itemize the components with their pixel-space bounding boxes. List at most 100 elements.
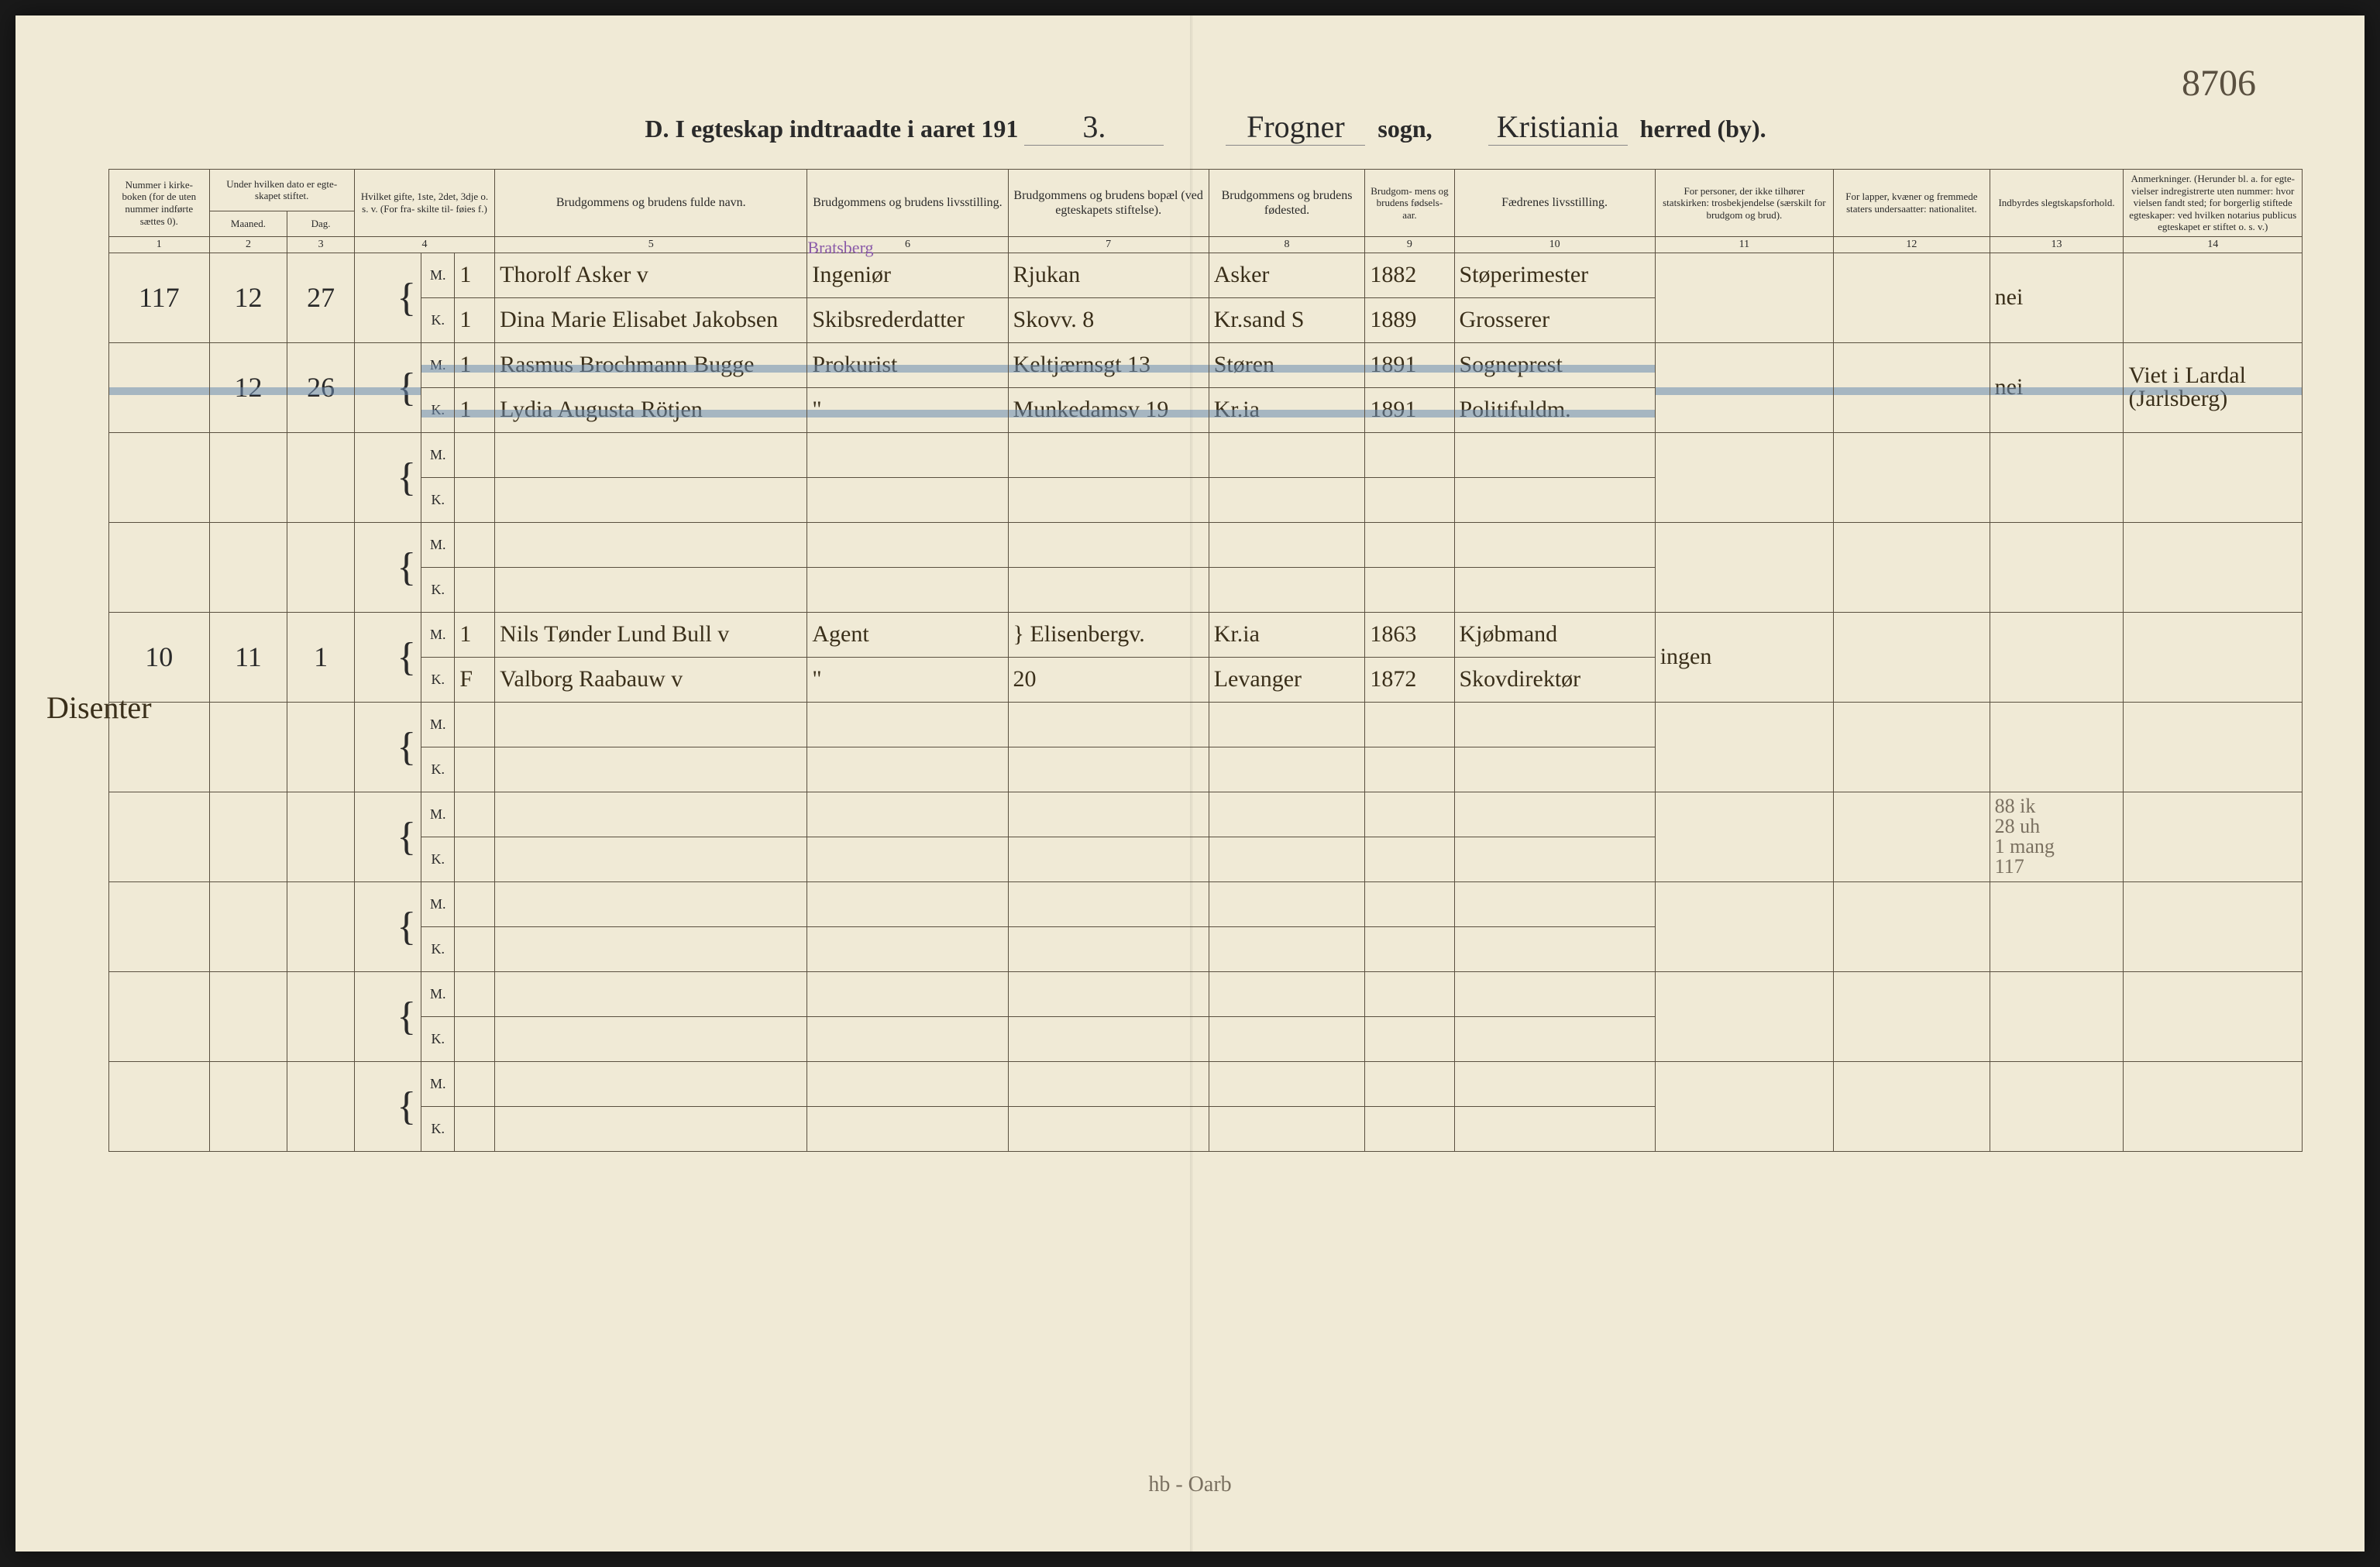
father-occupation: Kjøbmand (1454, 612, 1655, 657)
birthplace (1209, 702, 1365, 747)
m-label: M. (421, 1061, 455, 1106)
kinship (1990, 612, 2124, 702)
table-row: {M. (109, 432, 2303, 477)
residence: Munkedamsv 19 (1008, 387, 1209, 432)
nationality (1834, 792, 1990, 881)
page-fold (1190, 15, 1193, 1552)
name: Dina Marie Elisabet Jakobsen (495, 297, 807, 342)
remarks (2124, 881, 2303, 971)
occupation (807, 522, 1008, 567)
gifte (455, 881, 495, 926)
father-occupation (1454, 971, 1655, 1016)
m-label: M. (421, 881, 455, 926)
residence: Keltjærnsgt 13 (1008, 342, 1209, 387)
col-header: Under hvilken dato er egte- skapet stift… (209, 170, 354, 211)
table-row: {M. (109, 1061, 2303, 1106)
gifte (455, 567, 495, 612)
table-row: {M. (109, 881, 2303, 926)
gifte (455, 747, 495, 792)
name: Rasmus Brochmann Bugge (495, 342, 807, 387)
birthplace (1209, 1061, 1365, 1106)
nationality (1834, 971, 1990, 1061)
birthplace: Støren (1209, 342, 1365, 387)
birthyear: 1891 (1365, 387, 1454, 432)
title-year: 3. (1024, 108, 1164, 146)
occupation: Agent (807, 612, 1008, 657)
religion: ingen (1655, 612, 1833, 702)
month (209, 881, 287, 971)
father-occupation (1454, 881, 1655, 926)
herred-value: Kristiania (1488, 108, 1628, 146)
k-label: K. (421, 837, 455, 881)
day (287, 522, 354, 612)
col-header: Nummer i kirke- boken (for de uten numme… (109, 170, 210, 237)
gifte: 1 (455, 387, 495, 432)
father-occupation: Skovdirektør (1454, 657, 1655, 702)
birthyear (1365, 567, 1454, 612)
occupation (807, 926, 1008, 971)
gifte (455, 837, 495, 881)
occupation (807, 1061, 1008, 1106)
father-occupation (1454, 477, 1655, 522)
gifte (455, 477, 495, 522)
col-header: Brudgommens og brudens livsstilling. (807, 170, 1008, 237)
occupation (807, 881, 1008, 926)
residence: Rjukan (1008, 253, 1209, 297)
father-occupation (1454, 747, 1655, 792)
nationality (1834, 881, 1990, 971)
residence (1008, 432, 1209, 477)
birthplace (1209, 567, 1365, 612)
birthyear: 1872 (1365, 657, 1454, 702)
birthyear: 1889 (1365, 297, 1454, 342)
page-title-row: D. I egteskap indtraadte i aaret 1913. F… (108, 108, 2303, 146)
colnum: 4 (354, 236, 494, 253)
birthyear (1365, 432, 1454, 477)
religion (1655, 881, 1833, 971)
residence (1008, 567, 1209, 612)
kinship: nei (1990, 253, 2124, 342)
residence (1008, 926, 1209, 971)
k-label: K. (421, 477, 455, 522)
nationality (1834, 342, 1990, 432)
occupation: Prokurist (807, 342, 1008, 387)
k-label: K. (421, 1016, 455, 1061)
birthplace (1209, 477, 1365, 522)
birthyear: 1863 (1365, 612, 1454, 657)
table-row: 1171227{M.1Thorolf Asker vBratsbergIngen… (109, 253, 2303, 297)
birthplace: Levanger (1209, 657, 1365, 702)
herred-label: herred (by). (1640, 115, 1766, 143)
father-occupation: Politifuldm. (1454, 387, 1655, 432)
birthyear (1365, 1016, 1454, 1061)
birthyear (1365, 747, 1454, 792)
remarks (2124, 702, 2303, 792)
colnum: 5 (495, 236, 807, 253)
name (495, 837, 807, 881)
m-label: M. (421, 432, 455, 477)
entry-number (109, 342, 210, 432)
nationality (1834, 702, 1990, 792)
religion (1655, 792, 1833, 881)
name (495, 477, 807, 522)
nationality (1834, 253, 1990, 342)
gifte: F (455, 657, 495, 702)
colnum: 9 (1365, 236, 1454, 253)
residence: } Elisenbergv. (1008, 612, 1209, 657)
k-label: K. (421, 1106, 455, 1151)
kinship (1990, 971, 2124, 1061)
residence: 20 (1008, 657, 1209, 702)
remarks (2124, 971, 2303, 1061)
birthyear (1365, 926, 1454, 971)
birthplace: Asker (1209, 253, 1365, 297)
k-label: K. (421, 657, 455, 702)
occupation (807, 702, 1008, 747)
k-label: K. (421, 387, 455, 432)
name (495, 792, 807, 837)
bracket: { (354, 612, 421, 702)
religion (1655, 253, 1833, 342)
occupation: BratsbergIngeniør (807, 253, 1008, 297)
birthyear (1365, 1061, 1454, 1106)
occupation (807, 477, 1008, 522)
father-occupation (1454, 792, 1655, 837)
name (495, 747, 807, 792)
day: 27 (287, 253, 354, 342)
